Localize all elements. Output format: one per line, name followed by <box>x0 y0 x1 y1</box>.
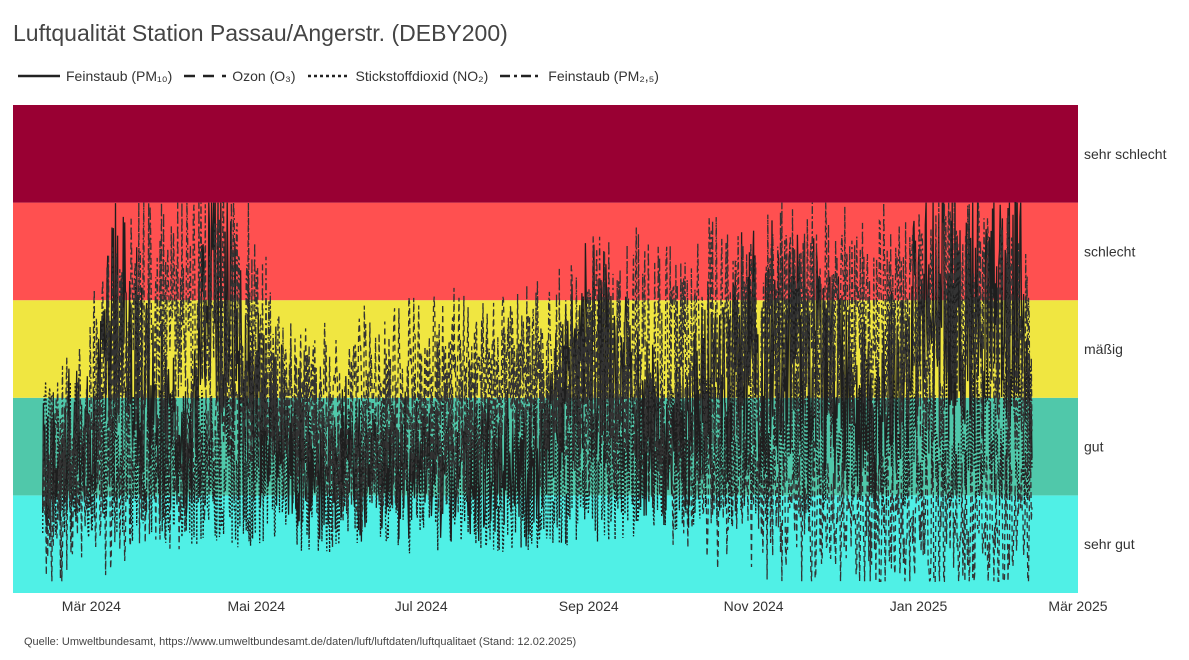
legend-label-pm25: Feinstaub (PM₂,₅) <box>548 68 659 84</box>
x-tick-label: Jul 2024 <box>395 598 448 614</box>
band-label: mäßig <box>1084 341 1123 357</box>
series-lines <box>42 201 1033 582</box>
band-sehr-schlecht <box>13 105 1078 203</box>
band-labels: sehr gut gut mäßig schlecht sehr schlecht <box>1084 146 1167 552</box>
band-label: gut <box>1084 439 1104 455</box>
legend-label-o3: Ozon (O₃) <box>232 68 296 84</box>
x-tick-label: Mai 2024 <box>227 598 285 614</box>
legend-swatch-dotted <box>307 74 350 78</box>
legend-label-pm10: Feinstaub (PM₁₀) <box>66 68 173 84</box>
band-label: sehr schlecht <box>1084 146 1167 162</box>
legend-swatch-dashed <box>184 74 227 78</box>
band-label: sehr gut <box>1084 536 1135 552</box>
x-axis-ticks: Mär 2024 Mai 2024 Jul 2024 Sep 2024 Nov 2024… <box>62 598 1108 614</box>
legend-swatch-dashdot <box>500 74 543 78</box>
legend-item-o3[interactable]: Ozon (O₃) <box>184 68 296 84</box>
legend-item-pm25[interactable]: Feinstaub (PM₂,₅) <box>500 68 659 84</box>
series-line <box>42 201 1033 549</box>
source-note: Quelle: Umweltbundesamt, https://www.umw… <box>24 636 577 648</box>
series-line <box>42 353 1033 554</box>
x-tick-label: Mär 2025 <box>1048 598 1107 614</box>
chart-svg: sehr gut gut mäßig schlecht sehr schlecht Mä… <box>13 105 1167 614</box>
chart-title: Luftqualität Station Passau/Angerstr. (D… <box>13 20 508 46</box>
legend-label-no2: Stickstoffdioxid (NO₂) <box>355 68 489 84</box>
legend-swatch-solid <box>18 74 60 78</box>
x-tick-label: Nov 2024 <box>724 598 784 614</box>
legend-item-pm10[interactable]: Feinstaub (PM₁₀) <box>18 68 172 84</box>
x-tick-label: Mär 2024 <box>62 598 121 614</box>
legend: Feinstaub (PM₁₀) Ozon (O₃) Stickstoffdio… <box>18 66 671 86</box>
x-tick-label: Sep 2024 <box>559 598 619 614</box>
x-tick-label: Jan 2025 <box>890 598 948 614</box>
band-label: schlecht <box>1084 243 1135 259</box>
legend-item-no2[interactable]: Stickstoffdioxid (NO₂) <box>307 68 489 84</box>
series-line <box>42 201 1033 547</box>
